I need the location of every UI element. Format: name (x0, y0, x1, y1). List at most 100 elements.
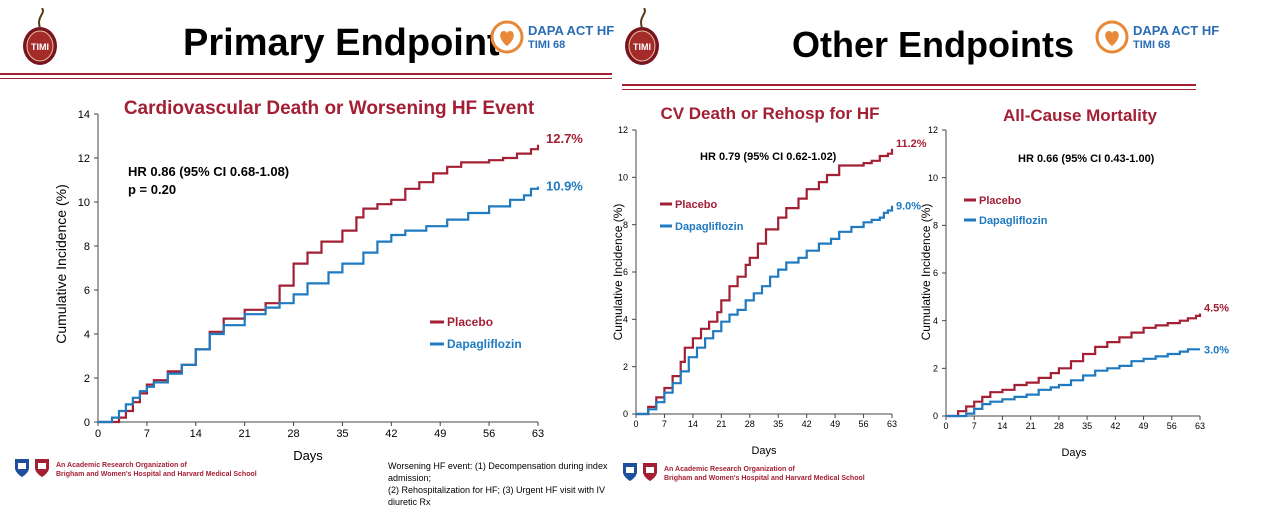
y-tick-label: 2 (933, 364, 938, 374)
chart-primary-endpoint: 0 7 14 21 28 35 42 49 56 63 0 2 4 6 8 10 12 14 Days Cumulat… (52, 104, 612, 470)
dapa-act-hf-logo (1095, 20, 1129, 54)
series-line-placebo (946, 314, 1200, 417)
end-value-label: 10.9% (546, 179, 583, 194)
legend-label: Placebo (675, 199, 717, 211)
y-tick-label: 6 (933, 268, 938, 278)
x-tick-label: 21 (1026, 421, 1036, 431)
timi-logo-text: TIMI (31, 42, 49, 52)
org-line-2: Brigham and Women's Hospital and Harvard… (56, 470, 257, 479)
y-tick-label: 8 (933, 221, 938, 231)
brigham-shield-icon (14, 458, 30, 478)
x-axis-label: Days (751, 445, 777, 457)
title-rule (0, 73, 612, 75)
x-tick-label: 7 (972, 421, 977, 431)
y-tick-label: 10 (78, 197, 90, 209)
brigham-shield-icon (622, 462, 638, 482)
hr-annotation: HR 0.86 (95% CI 0.68-1.08) (128, 164, 289, 179)
org-text: An Academic Research Organization of Bri… (56, 461, 257, 479)
end-value-label: 12.7% (546, 131, 583, 146)
x-tick-label: 0 (95, 428, 101, 440)
x-tick-label: 63 (1195, 421, 1205, 431)
page-title: Other Endpoints (792, 24, 1074, 66)
x-tick-label: 14 (688, 419, 698, 429)
x-tick-label: 28 (1054, 421, 1064, 431)
harvard-shield-icon (642, 462, 658, 482)
y-axis-label: Cumulative Incidence (%) (53, 184, 69, 344)
x-tick-label: 21 (239, 428, 251, 440)
x-tick-label: 63 (887, 419, 897, 429)
legend-label: Placebo (447, 315, 493, 329)
title-rule (622, 84, 1196, 86)
brand-name: DAPA ACT HF (528, 24, 614, 38)
footnote-line-2: (2) Rehospitalization for HF; (3) Urgent… (388, 484, 628, 508)
x-tick-label: 21 (716, 419, 726, 429)
end-value-label: 3.0% (1204, 344, 1229, 356)
footnote: Worsening HF event: (1) Decompensation d… (388, 460, 628, 508)
y-tick-label: 8 (84, 241, 90, 253)
legend-label: Dapagliflozin (447, 337, 522, 351)
brand-text: DAPA ACT HF TIMI 68 (1133, 24, 1219, 52)
org-text: An Academic Research Organization of Bri… (664, 465, 865, 483)
footnote-line-1: Worsening HF event: (1) Decompensation d… (388, 460, 628, 484)
y-axis-label: Cumulative Incidence (%) (611, 204, 625, 341)
brand-subtitle: TIMI 68 (528, 38, 614, 52)
series-line-placebo (636, 149, 892, 414)
brand-text: DAPA ACT HF TIMI 68 (528, 24, 614, 52)
series-line-dapagliflozin (946, 349, 1200, 416)
x-tick-label: 14 (190, 428, 202, 440)
x-tick-label: 0 (943, 421, 948, 431)
series-line-dapagliflozin (636, 206, 892, 414)
x-tick-label: 42 (385, 428, 397, 440)
x-axis-label: Days (293, 448, 323, 463)
org-line-1: An Academic Research Organization of (664, 465, 865, 474)
y-tick-label: 4 (933, 316, 938, 326)
y-tick-label: 0 (933, 411, 938, 421)
timi-logo: TIMI (20, 8, 60, 68)
legend-label: Dapagliflozin (979, 215, 1048, 227)
x-tick-label: 56 (483, 428, 495, 440)
x-tick-label: 35 (773, 419, 783, 429)
title-rule-thin (622, 89, 1196, 90)
end-value-label: 4.5% (1204, 303, 1229, 315)
brand-subtitle: TIMI 68 (1133, 38, 1219, 52)
y-tick-label: 0 (84, 417, 90, 429)
y-tick-label: 12 (928, 125, 938, 135)
chart-all-cause-mortality: 0 7 14 21 28 35 42 49 56 63 0 2 4 6 8 10 12 Days Cumulativ… (918, 112, 1238, 460)
y-tick-label: 6 (84, 285, 90, 297)
org-line-2: Brigham and Women's Hospital and Harvard… (664, 474, 865, 483)
y-tick-label: 4 (84, 329, 90, 341)
dapa-act-hf-logo (490, 20, 524, 54)
x-tick-label: 35 (336, 428, 348, 440)
x-tick-label: 28 (287, 428, 299, 440)
timi-logo-text: TIMI (633, 42, 651, 52)
x-tick-label: 63 (532, 428, 544, 440)
x-tick-label: 7 (662, 419, 667, 429)
hr-annotation: HR 0.66 (95% CI 0.43-1.00) (1018, 153, 1155, 165)
hr-annotation: HR 0.79 (95% CI 0.62-1.02) (700, 151, 837, 163)
x-tick-label: 42 (1110, 421, 1120, 431)
legend-label: Dapagliflozin (675, 221, 744, 233)
x-tick-label: 56 (859, 419, 869, 429)
y-axis-label: Cumulative Incidence (%) (919, 204, 933, 341)
y-tick-label: 10 (928, 173, 938, 183)
legend-label: Placebo (979, 195, 1021, 207)
y-tick-label: 10 (618, 173, 628, 183)
page-title: Primary Endpoint (183, 22, 500, 65)
chart-cv-death-rehosp: 0 7 14 21 28 35 42 49 56 63 0 2 4 6 8 10 12 Days Cumulativ… (610, 112, 930, 460)
x-tick-label: 35 (1082, 421, 1092, 431)
org-line-1: An Academic Research Organization of (56, 461, 257, 470)
timi-logo: TIMI (622, 8, 662, 68)
brand-name: DAPA ACT HF (1133, 24, 1219, 38)
x-tick-label: 49 (1139, 421, 1149, 431)
x-tick-label: 49 (434, 428, 446, 440)
x-tick-label: 7 (144, 428, 150, 440)
x-tick-label: 49 (830, 419, 840, 429)
x-tick-label: 56 (1167, 421, 1177, 431)
y-tick-label: 2 (623, 362, 628, 372)
hr-annotation: p = 0.20 (128, 182, 176, 197)
x-tick-label: 0 (633, 419, 638, 429)
y-tick-label: 12 (78, 153, 90, 165)
x-tick-label: 42 (802, 419, 812, 429)
series-line-dapagliflozin (98, 187, 538, 422)
x-tick-label: 28 (745, 419, 755, 429)
